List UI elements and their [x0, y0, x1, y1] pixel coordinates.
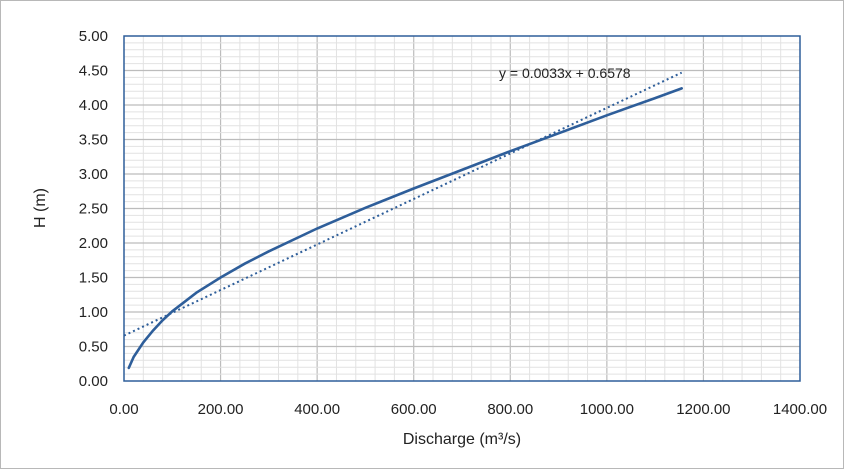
y-tick-label: 1.00	[79, 304, 108, 321]
y-axis-title: H (m)	[32, 188, 49, 228]
y-tick-label: 1.50	[79, 270, 108, 287]
y-tick-label: 4.50	[79, 63, 108, 80]
series-layer	[123, 71, 684, 370]
x-tick-label: 1000.00	[580, 401, 634, 418]
rating-curve-line	[127, 87, 684, 370]
plot-area-border	[123, 35, 801, 382]
y-tick-label: 3.00	[79, 166, 108, 183]
x-axis-title: Discharge (m³/s)	[403, 431, 521, 448]
x-tick-label: 800.00	[487, 401, 533, 418]
x-tick-label: 200.00	[198, 401, 244, 418]
x-axis: 0.00 200.00 400.00 600.00 800.00 1000.00 1200.…	[109, 401, 827, 418]
x-tick-label: 0.00	[109, 401, 138, 418]
y-tick-label: 2.50	[79, 201, 108, 218]
trendline-equation: y = 0.0033x + 0.6578	[499, 65, 631, 81]
y-tick-label: 2.00	[79, 235, 108, 252]
x-tick-label: 1400.00	[773, 401, 827, 418]
grid	[124, 36, 800, 381]
x-tick-label: 600.00	[391, 401, 437, 418]
y-tick-label: 0.00	[79, 373, 108, 390]
x-tick-label: 1200.00	[676, 401, 730, 418]
y-tick-label: 3.50	[79, 132, 108, 149]
y-axis: 0.00 0.50 1.00 1.50 2.00 2.50 3.00 3.50 4.00 4.50…	[79, 28, 108, 390]
y-tick-label: 5.00	[79, 28, 108, 45]
y-tick-label: 0.50	[79, 339, 108, 356]
x-tick-label: 400.00	[294, 401, 340, 418]
y-tick-label: 4.00	[79, 97, 108, 114]
